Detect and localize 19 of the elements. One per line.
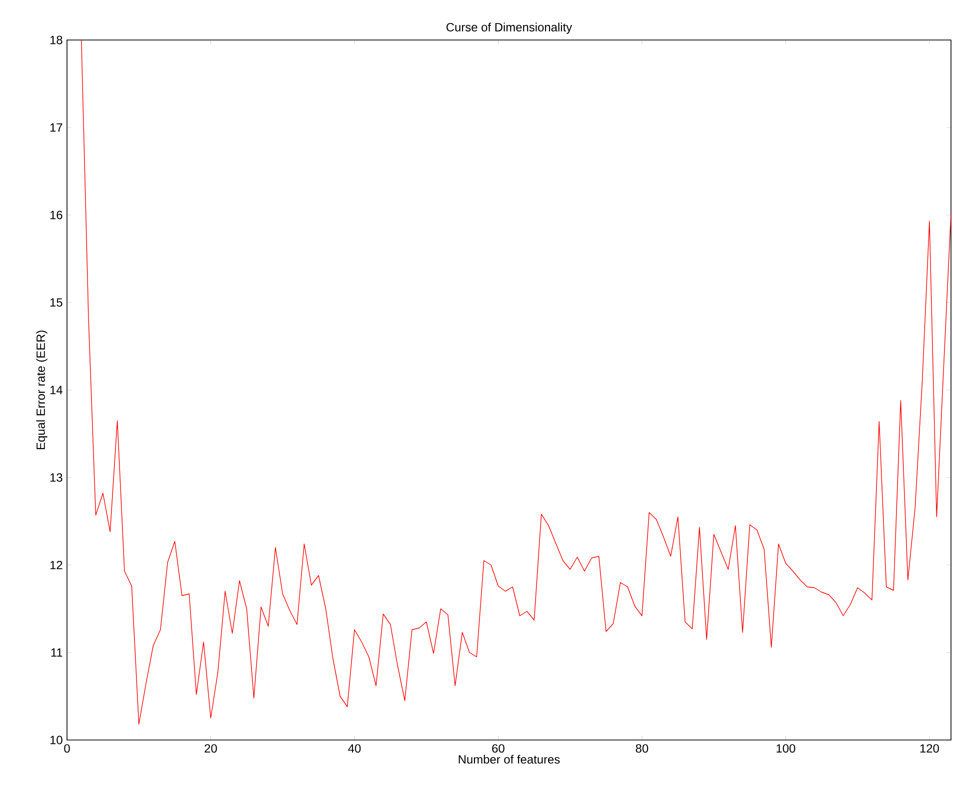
y-tick-label: 12 <box>50 560 62 570</box>
x-tick-label: 20 <box>204 744 217 753</box>
x-tick-label: 80 <box>636 744 648 753</box>
x-tick-label: 40 <box>348 744 361 753</box>
x-tick-label: 0 <box>64 744 70 753</box>
x-axis-title: Number of features <box>458 754 560 764</box>
x-tick-label: 100 <box>776 744 796 753</box>
y-tick-label: 17 <box>50 123 62 132</box>
chart-title: Curse of Dimensionality <box>446 22 572 34</box>
y-tick-label: 14 <box>50 386 62 394</box>
x-tick-label: 120 <box>920 744 939 753</box>
y-tick-label: 15 <box>50 298 62 307</box>
y-axis-title: Equal Error rate (EER) <box>36 330 48 450</box>
y-tick-label: 13 <box>50 473 62 482</box>
y-tick-label: 16 <box>50 210 62 220</box>
y-tick-label: 11 <box>51 648 62 657</box>
y-tick-label: 10 <box>50 736 62 744</box>
y-tick-label: 18 <box>50 36 62 44</box>
x-tick-label: 60 <box>492 744 504 753</box>
